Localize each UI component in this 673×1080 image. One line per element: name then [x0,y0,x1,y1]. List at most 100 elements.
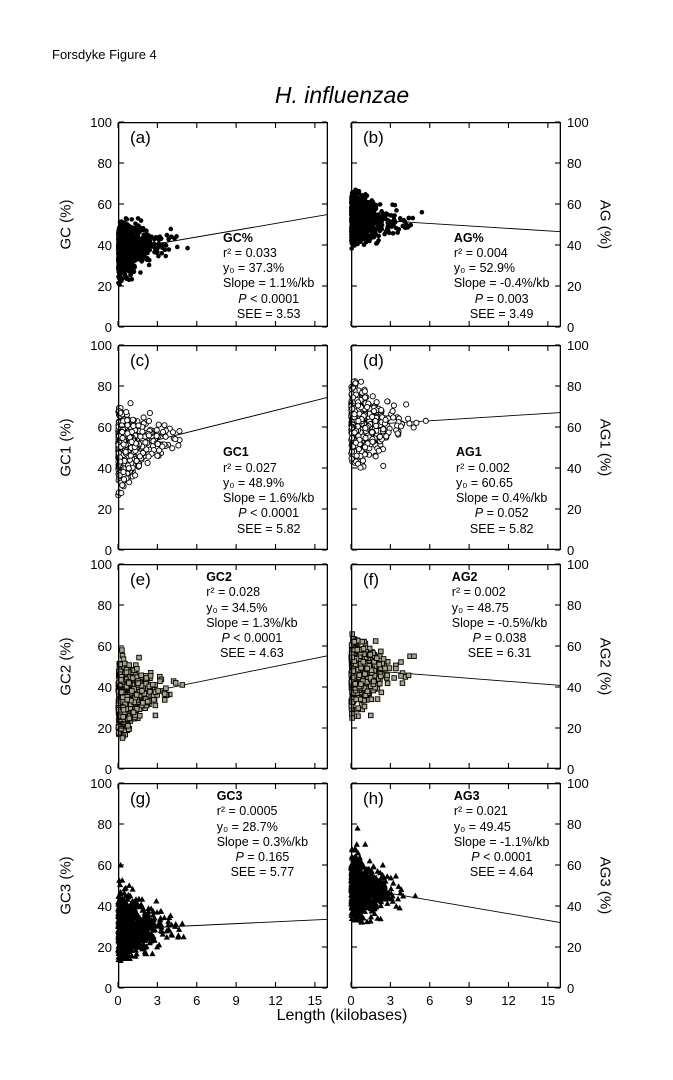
stat-p: P = 0.003 [474,291,529,306]
panel-a-plot [115,121,329,328]
panel-g-letter: (g) [130,789,151,808]
panel-b-stats: AG% r² = 0.004 y₀ = 52.9% Slope = -0.4%/kb P… [454,231,550,323]
y-tick-label: 100 [567,115,589,130]
stat-p: P < 0.0001 [221,631,283,646]
y-tick-label: 40 [97,899,112,914]
stat-p: P = 0.052 [474,506,529,521]
stat-p: P = 0.165 [235,850,290,865]
stat-see: SEE = 3.49 [469,306,534,321]
y-tick-label: 40 [567,238,582,253]
stat-r2: r² = 0.004 [453,245,508,260]
y-tick-label: 60 [567,858,582,873]
panel-h-stats: AG3 r² = 0.021 y₀ = 49.45 Slope = -1.1%/kb P… [454,789,550,881]
y-tick-label: 80 [97,379,112,394]
stat-slope: Slope = -1.1%/kb [453,834,550,849]
y-tick-label: 80 [567,817,582,832]
stat-r2: r² = 0.021 [453,804,508,819]
y-tick-label: 60 [567,639,582,654]
panel-f-stats: AG2 r² = 0.002 y₀ = 48.75 Slope = -0.5%/kb P… [452,570,548,662]
y-tick-label: 80 [567,156,582,171]
y-tick-label: 0 [104,320,112,335]
x-tick-label: 12 [501,993,516,1008]
y-axis-title-c: GC1 (%) [57,417,75,477]
stat-y0: y₀ = 52.9% [453,261,516,276]
x-tick-label: 0 [347,993,355,1008]
series-name: GC3 [216,789,243,804]
y-tick-label: 100 [567,776,589,791]
stat-y0: y₀ = 49.45 [453,819,511,834]
y-tick-label: 20 [97,721,112,736]
y-tick-label: 40 [97,238,112,253]
x-tick-label: 9 [232,993,240,1008]
figure-caption: Forsdyke Figure 4 [52,47,157,62]
y-tick-label: 0 [567,320,575,335]
y-tick-label: 80 [567,598,582,613]
x-tick-label: 9 [465,993,473,1008]
panel-e-stats: GC2 r² = 0.028 y₀ = 34.5% Slope = 1.3%/kb P … [206,570,297,662]
stat-y0: y₀ = 37.3% [223,261,285,276]
panel-f-plot [348,563,562,770]
y-tick-label: 40 [567,461,582,476]
y-tick-label: 60 [97,420,112,435]
stat-r2: r² = 0.028 [206,585,261,600]
y-tick-label: 0 [567,543,575,558]
y-tick-label: 60 [97,858,112,873]
y-tick-label: 100 [567,338,589,353]
y-tick-label: 40 [97,680,112,695]
panel-g-plot [115,782,329,989]
panel-e-letter: (e) [130,570,151,589]
stat-slope: Slope = 1.1%/kb [223,276,315,291]
y-tick-label: 80 [567,379,582,394]
panel-d-plot [348,344,562,551]
stat-see: SEE = 4.64 [469,865,534,880]
y-tick-label: 100 [90,338,112,353]
series-name: AG2 [451,570,478,585]
y-tick-label: 0 [104,543,112,558]
x-tick-label: 15 [307,993,323,1008]
series-name: AG3 [453,789,480,804]
panel-d-stats: AG1 r² = 0.002 y₀ = 60.65 Slope = 0.4%/kb P … [456,445,547,537]
y-tick-label: 0 [104,762,112,777]
stat-y0: y₀ = 48.9% [223,475,285,490]
x-tick-label: 6 [193,993,201,1008]
y-tick-label: 100 [90,776,112,791]
y-tick-label: 0 [104,981,112,996]
stat-r2: r² = 0.002 [456,460,510,475]
chart-title: H. influenzae [274,82,410,108]
y-axis-title-b: AG (%) [596,199,614,249]
panel-g-stats: GC3 r² = 0.0005 y₀ = 28.7% Slope = 0.3%/kb P… [217,789,308,881]
stat-slope: Slope = 1.6%/kb [223,491,315,506]
y-tick-label: 100 [90,115,112,130]
stat-see: SEE = 6.31 [467,646,532,661]
y-tick-label: 80 [97,817,112,832]
y-tick-label: 20 [567,502,582,517]
stat-see: SEE = 5.77 [230,865,295,880]
stat-r2: r² = 0.033 [223,245,277,260]
stat-y0: y₀ = 28.7% [216,819,278,834]
stat-slope: Slope = -0.4%/kb [453,276,550,291]
stat-p: P = 0.038 [472,631,527,646]
y-axis-title-a: GC (%) [57,199,75,249]
series-name: GC2 [206,570,232,585]
stat-see: SEE = 5.82 [236,521,301,536]
y-axis-title-h: AG3 (%) [596,856,614,914]
y-tick-label: 20 [567,721,582,736]
y-tick-label: 20 [97,502,112,517]
y-axis-title-e: GC2 (%) [57,636,75,696]
stat-p: P < 0.0001 [238,291,300,306]
stat-r2: r² = 0.002 [451,585,506,600]
x-tick-label: 0 [114,993,122,1008]
y-tick-label: 40 [567,680,582,695]
stat-slope: Slope = 0.4%/kb [456,491,548,506]
stat-see: SEE = 5.82 [469,521,534,536]
y-axis-title-d: AG1 (%) [596,418,614,476]
y-tick-label: 40 [567,899,582,914]
stat-y0: y₀ = 34.5% [206,600,268,615]
panel-e-plot [115,563,329,770]
panel-a-letter: (a) [130,128,151,147]
stat-r2: r² = 0.027 [223,460,277,475]
panel-c-letter: (c) [130,351,150,370]
y-tick-label: 60 [567,197,582,212]
stat-see: SEE = 3.53 [236,306,301,321]
y-tick-label: 80 [97,156,112,171]
